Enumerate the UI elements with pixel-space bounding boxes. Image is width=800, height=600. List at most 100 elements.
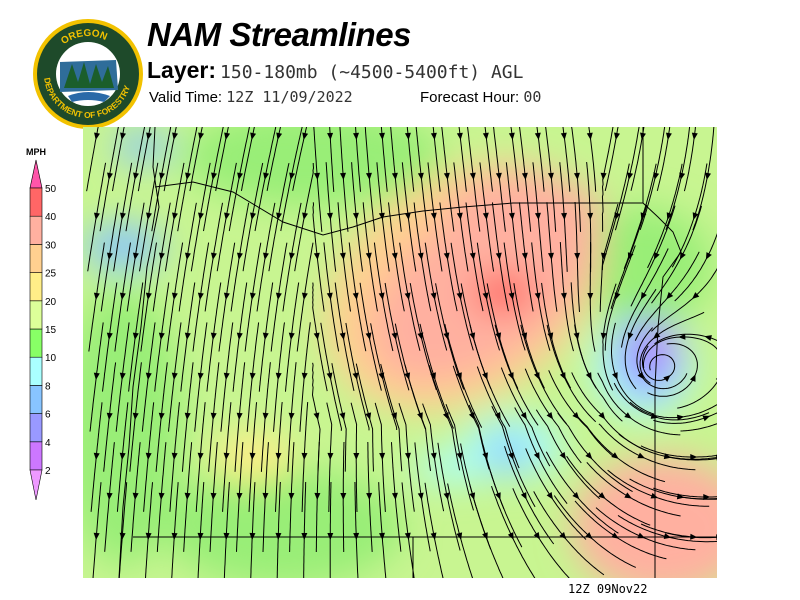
streamline-arrowhead <box>185 172 191 180</box>
streamline-arrowhead <box>365 412 372 420</box>
streamline-arrowhead <box>353 453 360 460</box>
streamline-arrowhead <box>93 292 100 300</box>
streamline-arrowhead <box>430 452 437 460</box>
streamline-arrowhead <box>573 172 580 180</box>
streamline <box>677 381 717 409</box>
streamline-arrowhead <box>119 292 126 300</box>
oregon-forestry-logo: OREGON DEPARTMENT OF FORESTRY <box>33 19 143 129</box>
streamline <box>665 532 717 539</box>
streamline-arrowhead <box>249 532 256 540</box>
streamline-arrowhead <box>289 252 295 260</box>
streamline-arrowhead <box>572 412 580 420</box>
colorbar-segment <box>29 272 43 302</box>
valid-time-label: Valid Time: <box>149 89 223 106</box>
streamline-arrowhead <box>288 492 295 500</box>
streamline-arrowhead <box>611 452 619 459</box>
colorbar-tick-label: 2 <box>45 466 51 477</box>
streamline-arrowhead <box>210 412 217 420</box>
streamline-arrowhead <box>302 132 309 140</box>
streamline-arrowhead <box>197 372 204 380</box>
streamline <box>171 482 179 578</box>
streamline-arrowhead <box>326 212 333 220</box>
streamline-arrowhead <box>404 452 411 460</box>
streamline-arrowhead <box>171 532 178 540</box>
streamline-arrowhead <box>507 532 514 540</box>
streamline-arrowhead <box>158 412 165 420</box>
streamline-arrowhead <box>520 492 527 500</box>
streamline-arrowhead <box>624 412 632 419</box>
streamline-arrowhead <box>482 132 489 140</box>
streamline-arrowhead <box>132 492 139 500</box>
streamline-arrowhead <box>653 332 661 339</box>
streamline-arrowhead <box>692 212 699 220</box>
streamline <box>447 483 474 578</box>
streamline-arrowhead <box>107 172 113 180</box>
streamline-arrowhead <box>587 292 594 300</box>
streamline-arrowhead <box>314 172 320 180</box>
streamline-arrowhead <box>482 372 488 380</box>
streamline-arrowhead <box>391 332 398 340</box>
streamline-arrowhead <box>327 532 334 540</box>
colorbar-segment <box>29 441 43 471</box>
streamline-arrowhead <box>145 292 152 300</box>
streamline-arrowhead <box>533 532 540 540</box>
streamline-arrowhead <box>482 292 489 300</box>
streamline-arrowhead <box>340 172 346 180</box>
layer-value: 150-180mb (~4500-5400ft) AGL <box>220 62 524 83</box>
streamline-arrowhead <box>612 372 618 380</box>
streamline-arrowhead <box>378 212 385 220</box>
streamline-arrowhead <box>666 212 673 220</box>
streamline-arrowhead <box>417 412 423 420</box>
streamline-arrowhead <box>224 132 231 140</box>
streamline-arrowhead <box>404 532 411 540</box>
streamline-arrowhead <box>547 172 554 180</box>
colorbar-legend: MPH 2 4 6 8 10 15 20 25 30 40 50 <box>26 147 57 501</box>
streamline-arrowhead <box>327 132 334 140</box>
streamline-arrowhead <box>640 132 646 140</box>
streamline-arrowhead <box>339 332 346 340</box>
model-run-stamp: 12Z 09Nov22 <box>568 582 648 596</box>
idaho-border <box>642 202 682 578</box>
streamline-arrowhead <box>378 132 385 140</box>
colorbar-segment <box>29 413 43 443</box>
streamline-arrowhead <box>340 493 347 500</box>
streamline-arrowhead <box>546 412 554 420</box>
streamline-arrowhead <box>663 375 671 382</box>
streamline <box>665 455 717 460</box>
streamline-arrowhead <box>654 252 660 260</box>
streamlines <box>86 127 717 578</box>
streamline-arrowhead <box>495 252 502 260</box>
streamline <box>250 482 256 578</box>
streamline-arrowhead <box>288 412 295 420</box>
colorbar-tick-label: 20 <box>45 297 57 308</box>
streamline-arrowhead <box>197 452 204 460</box>
streamline <box>197 482 205 578</box>
streamline-arrowhead <box>211 172 217 180</box>
streamline-arrowhead <box>262 332 269 340</box>
streamline-arrowhead <box>391 172 398 180</box>
streamline-arrowhead <box>120 132 126 140</box>
streamline-arrowhead <box>301 532 308 540</box>
streamline-arrowhead <box>692 292 700 299</box>
streamline-arrowhead <box>404 292 411 300</box>
streamline <box>678 496 717 500</box>
streamline-arrowhead <box>456 132 463 140</box>
colorbar-segment <box>29 244 43 273</box>
streamline-arrowhead <box>93 212 100 220</box>
streamline-arrowhead <box>106 492 113 500</box>
colorbar-segment <box>29 187 43 217</box>
streamline-arrowhead <box>352 292 359 300</box>
streamline-arrowhead <box>559 452 566 460</box>
streamline-arrowhead <box>106 332 113 340</box>
streamline <box>401 482 415 578</box>
streamline-arrowhead <box>637 372 645 380</box>
streamline-arrowhead <box>263 172 270 180</box>
streamline <box>629 401 717 419</box>
streamline <box>378 482 387 578</box>
streamline-arrowhead <box>624 492 632 499</box>
streamline-arrowhead <box>679 172 686 180</box>
streamline-arrowhead <box>521 172 528 180</box>
colorbar-tick-label: 50 <box>45 184 57 195</box>
streamline-arrowhead <box>585 532 593 539</box>
streamline-arrowhead <box>508 292 515 300</box>
